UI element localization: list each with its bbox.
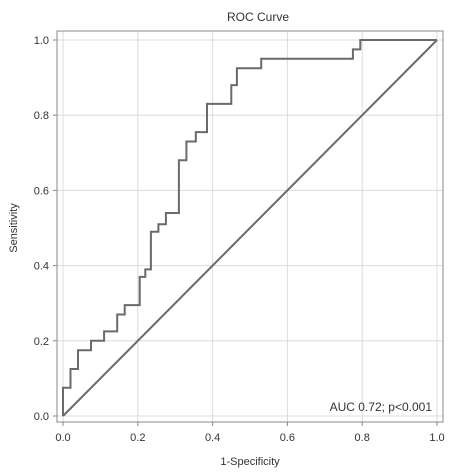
x-axis-label: 1-Specificity [220,456,280,468]
y-tick-label: 0.2 [34,336,49,348]
plot-frame [56,30,444,423]
chart-title: ROC Curve [227,10,289,24]
x-tick-label: 0.0 [55,432,70,444]
y-tick-label: 0.6 [34,185,49,197]
y-axis-label: Sensitivity [8,203,20,253]
y-tick-label: 1.0 [34,35,49,47]
reference-diagonal-line [62,39,438,417]
y-tick-label: 0.8 [34,110,49,122]
x-tick-label: 1.0 [429,432,444,444]
ticks: 0.0 0.2 0.4 0.6 0.8 1.0 0.0 0.2 0.4 0.6 0.8 1.0 [34,35,445,444]
x-tick-label: 0.6 [280,432,295,444]
x-tick-label: 0.4 [205,432,220,444]
y-tick-label: 0.0 [34,411,49,423]
x-tick-label: 0.8 [355,432,370,444]
auc-annotation: AUC 0.72; p<0.001 [330,400,433,414]
grid [57,31,443,422]
series [62,39,438,417]
x-tick-label: 0.2 [130,432,145,444]
roc-curve-line [62,39,437,416]
y-tick-label: 0.4 [34,261,49,273]
